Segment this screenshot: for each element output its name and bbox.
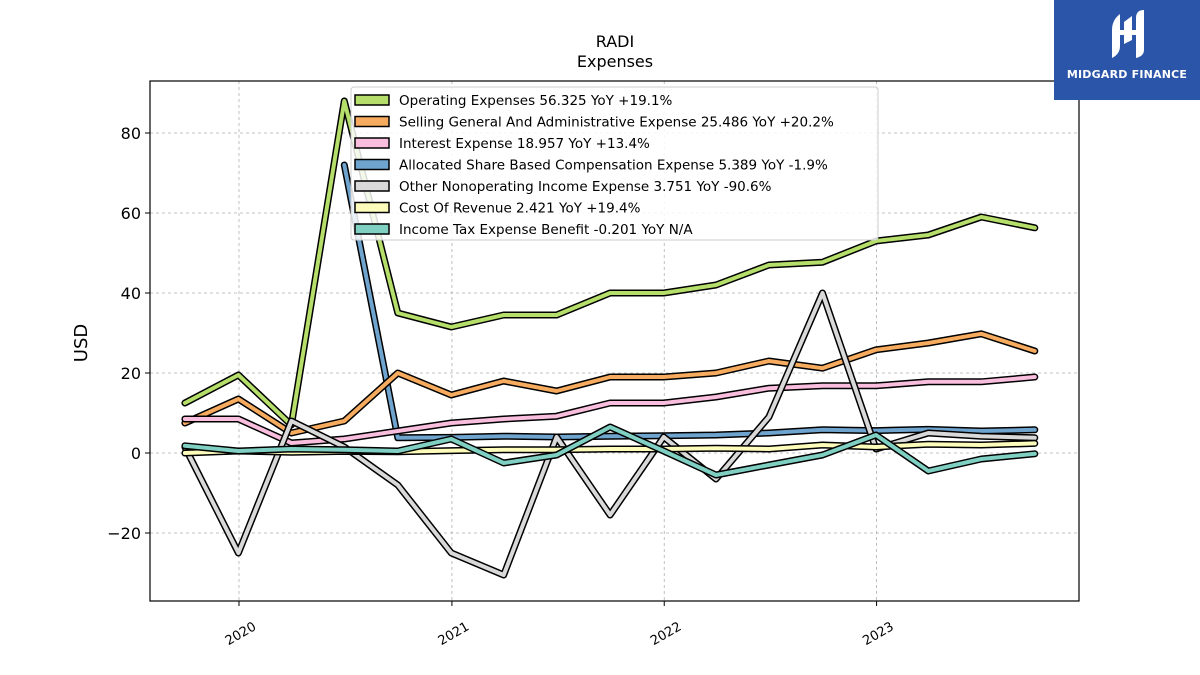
series-layer bbox=[181, 97, 1039, 579]
y-tick-label: 80 bbox=[121, 124, 141, 143]
plot-frame bbox=[149, 80, 1080, 602]
series-line-selling-general-and-administrative-expense bbox=[182, 331, 1037, 435]
legend-swatch-operating-expenses bbox=[354, 94, 390, 106]
legend-swatch-income-tax-expense-benefit bbox=[354, 223, 390, 235]
legend-swatch-selling-general-and-administrative-expense bbox=[354, 115, 390, 128]
legend-swatch-interest-expense bbox=[354, 137, 390, 149]
x-tick-label: 2022 bbox=[648, 619, 684, 649]
x-tick-label: 2023 bbox=[860, 619, 896, 649]
y-tick-label: −20 bbox=[107, 524, 141, 543]
y-tick-label: 20 bbox=[121, 364, 141, 383]
chart-title: RADI bbox=[596, 32, 634, 51]
y-axis-label: USD bbox=[71, 324, 92, 362]
legend-label-selling-general-and-administrative-expense: Selling General And Administrative Expen… bbox=[399, 115, 834, 131]
legend-label-income-tax-expense-benefit: Income Tax Expense Benefit -0.201 YoY N/… bbox=[399, 222, 693, 238]
series-line-income-tax-expense-benefit bbox=[182, 425, 1037, 477]
x-axis-ticks: 2020 2021 2022 2023 bbox=[223, 601, 897, 649]
legend-swatch-cost-of-revenue bbox=[354, 201, 390, 214]
y-tick-label: 60 bbox=[121, 204, 141, 223]
x-tick-label: 2020 bbox=[223, 619, 259, 649]
brand-name: MIDGARD FINANCE bbox=[1066, 68, 1188, 81]
y-tick-label: 40 bbox=[121, 284, 141, 303]
legend-label-other-nonoperating-income-expense: Other Nonoperating Income Expense 3.751 … bbox=[399, 179, 772, 195]
legend-frame bbox=[350, 86, 879, 241]
y-tick-label: 0 bbox=[131, 444, 141, 463]
legend-label-interest-expense: Interest Expense 18.957 YoY +13.4% bbox=[399, 136, 650, 152]
legend: Operating Expenses 56.325 YoY +19.1% Sell… bbox=[350, 86, 879, 241]
series-line-operating-expenses bbox=[182, 99, 1037, 427]
y-axis-ticks: −20 0 20 40 60 80 bbox=[107, 124, 150, 543]
legend-label-cost-of-revenue: Cost Of Revenue 2.421 YoY +19.4% bbox=[399, 201, 641, 217]
legend-swatch-other-nonoperating-income-expense bbox=[354, 180, 390, 192]
legend-swatch-allocated-share-based-compensation-expense bbox=[354, 158, 390, 171]
legend-label-allocated-share-based-compensation-expense: Allocated Share Based Compensation Expen… bbox=[399, 158, 828, 174]
x-tick-label: 2021 bbox=[436, 619, 472, 649]
chart-subtitle: Expenses bbox=[577, 52, 653, 71]
brand-mark-icon bbox=[1112, 10, 1144, 58]
legend-label-operating-expenses: Operating Expenses 56.325 YoY +19.1% bbox=[399, 93, 673, 109]
series-line-allocated-share-based-compensation-expense bbox=[342, 163, 1037, 440]
brand-logo: MIDGARD FINANCE bbox=[1054, 0, 1200, 100]
